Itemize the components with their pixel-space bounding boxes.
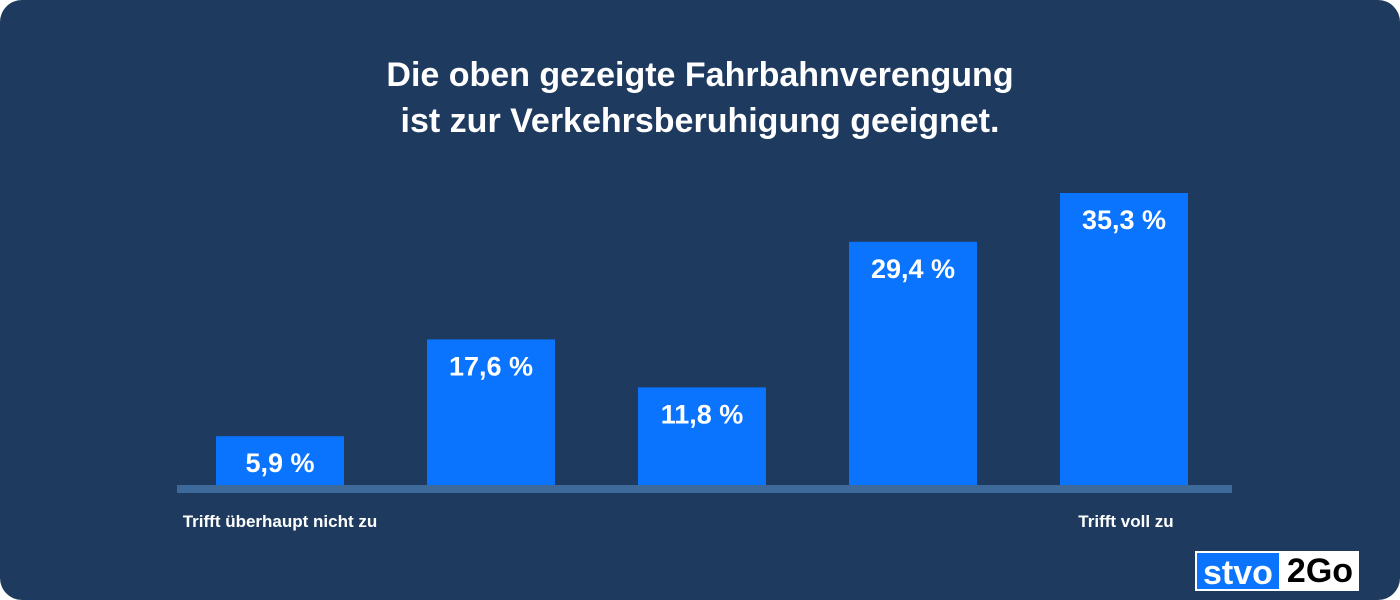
bar-1 <box>216 436 344 485</box>
title-line-2: ist zur Verkehrsberuhigung geeignet. <box>400 102 1000 140</box>
axis-label-left: Trifft überhaupt nicht zu <box>182 512 378 531</box>
x-axis-baseline <box>177 485 1232 493</box>
data-label-2: 17,6 % <box>449 351 533 381</box>
axis-label-right: Trifft voll zu <box>1078 512 1174 531</box>
bar-3 <box>638 387 766 485</box>
data-label-3: 11,8 % <box>661 399 744 429</box>
bar-4 <box>849 241 977 485</box>
logo-part-stvo: stvo <box>1195 551 1281 592</box>
chart-title: Die oben gezeigte Fahrbahnverengung ist … <box>0 52 1400 144</box>
logo-part-2go: 2Go <box>1280 551 1360 591</box>
bar-2 <box>427 339 555 485</box>
stvo2go-logo: stvo 2Go <box>1195 551 1390 592</box>
bar-5 <box>1060 193 1188 485</box>
title-line-1: Die oben gezeigte Fahrbahnverengung <box>386 56 1014 94</box>
data-label-4: 29,4 % <box>871 254 955 284</box>
data-label-5: 35,3 % <box>1082 205 1166 235</box>
data-label-1: 5,9 % <box>245 448 314 478</box>
